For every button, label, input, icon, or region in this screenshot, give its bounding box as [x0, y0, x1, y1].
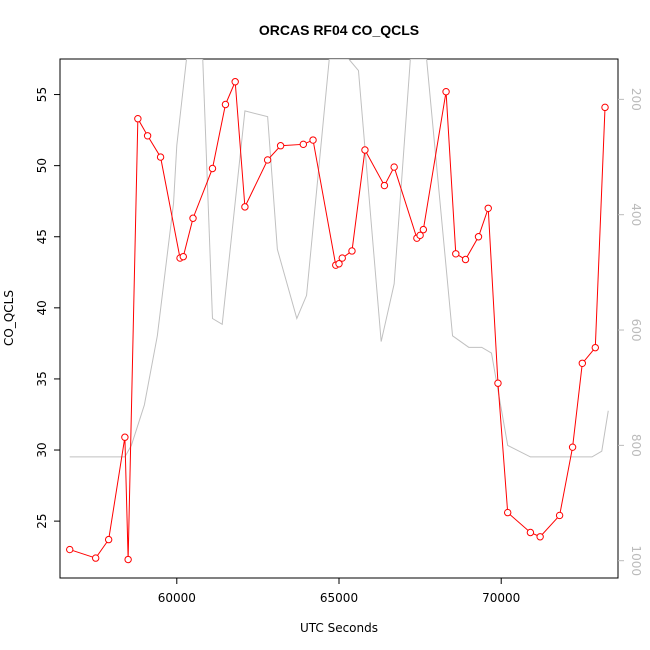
- red-point-5: [134, 115, 142, 123]
- red-point-27: [416, 231, 424, 240]
- red-series: [66, 78, 609, 564]
- right-tick-label-1: 400: [629, 203, 643, 226]
- right-tick-label-3: 800: [629, 434, 643, 457]
- red-point-41: [591, 343, 599, 352]
- red-point-34: [494, 379, 502, 387]
- y-tick-label-2: 35: [35, 371, 49, 386]
- red-point-38: [555, 511, 564, 520]
- red-point-3: [121, 433, 129, 441]
- red-point-12: [221, 100, 230, 109]
- red-point-31: [461, 255, 470, 264]
- red-point-36: [526, 528, 535, 537]
- red-point-4: [124, 555, 132, 564]
- plot-frame: [59, 58, 619, 579]
- red-point-17: [299, 140, 308, 149]
- red-point-20: [335, 260, 343, 268]
- red-point-40: [578, 359, 587, 367]
- y-axis: 25 30 35 40 45 50 55: [35, 87, 60, 529]
- red-point-10: [189, 214, 197, 222]
- y-tick-label-5: 50: [35, 158, 49, 173]
- red-point-0: [66, 545, 74, 554]
- red-point-32: [474, 233, 483, 241]
- red-point-37: [536, 533, 544, 541]
- y-tick-label-3: 40: [35, 300, 49, 315]
- red-point-2: [104, 535, 113, 544]
- red-point-7: [156, 153, 165, 161]
- y-tick-label-6: 55: [35, 87, 49, 102]
- red-point-13: [231, 78, 239, 86]
- red-point-23: [361, 146, 369, 154]
- red-point-22: [348, 247, 356, 255]
- red-point-18: [309, 136, 317, 144]
- x-axis: 60000 65000 70000: [158, 578, 520, 605]
- y-tick-label-0: 25: [35, 513, 49, 528]
- plot-area: [59, 58, 619, 579]
- y-tick-label-1: 30: [35, 442, 49, 457]
- red-point-25: [390, 163, 398, 171]
- red-point-6: [143, 132, 152, 140]
- gray-series-line: [69, 59, 609, 458]
- y-axis-label: CO_QCLS: [2, 290, 16, 346]
- red-point-1: [91, 554, 100, 562]
- x-tick-label-0: 60000: [158, 591, 196, 605]
- red-point-39: [568, 443, 577, 451]
- red-point-28: [419, 225, 428, 234]
- red-point-21: [338, 254, 346, 262]
- x-tick-label-2: 70000: [482, 591, 520, 605]
- red-point-14: [241, 203, 249, 211]
- y-axis-right: 200 400 600 800 1000: [618, 88, 643, 576]
- red-point-16: [276, 142, 285, 150]
- right-tick-label-2: 600: [629, 319, 643, 342]
- red-point-15: [263, 156, 272, 164]
- red-point-33: [484, 204, 492, 213]
- red-point-9: [179, 252, 187, 261]
- y-tick-label-4: 45: [35, 229, 49, 244]
- red-point-30: [452, 250, 460, 258]
- gray-series: [69, 59, 609, 458]
- red-point-24: [380, 181, 389, 190]
- x-axis-label: UTC Seconds: [300, 621, 378, 635]
- red-point-29: [442, 88, 450, 96]
- red-point-35: [503, 508, 512, 517]
- right-tick-label-4: 1000: [629, 545, 643, 576]
- red-point-11: [208, 164, 217, 173]
- x-tick-label-1: 65000: [320, 591, 358, 605]
- chart-title: ORCAS RF04 CO_QCLS: [259, 22, 419, 38]
- red-point-42: [601, 103, 609, 112]
- right-tick-label-0: 200: [629, 88, 643, 111]
- red-series-line: [69, 81, 606, 560]
